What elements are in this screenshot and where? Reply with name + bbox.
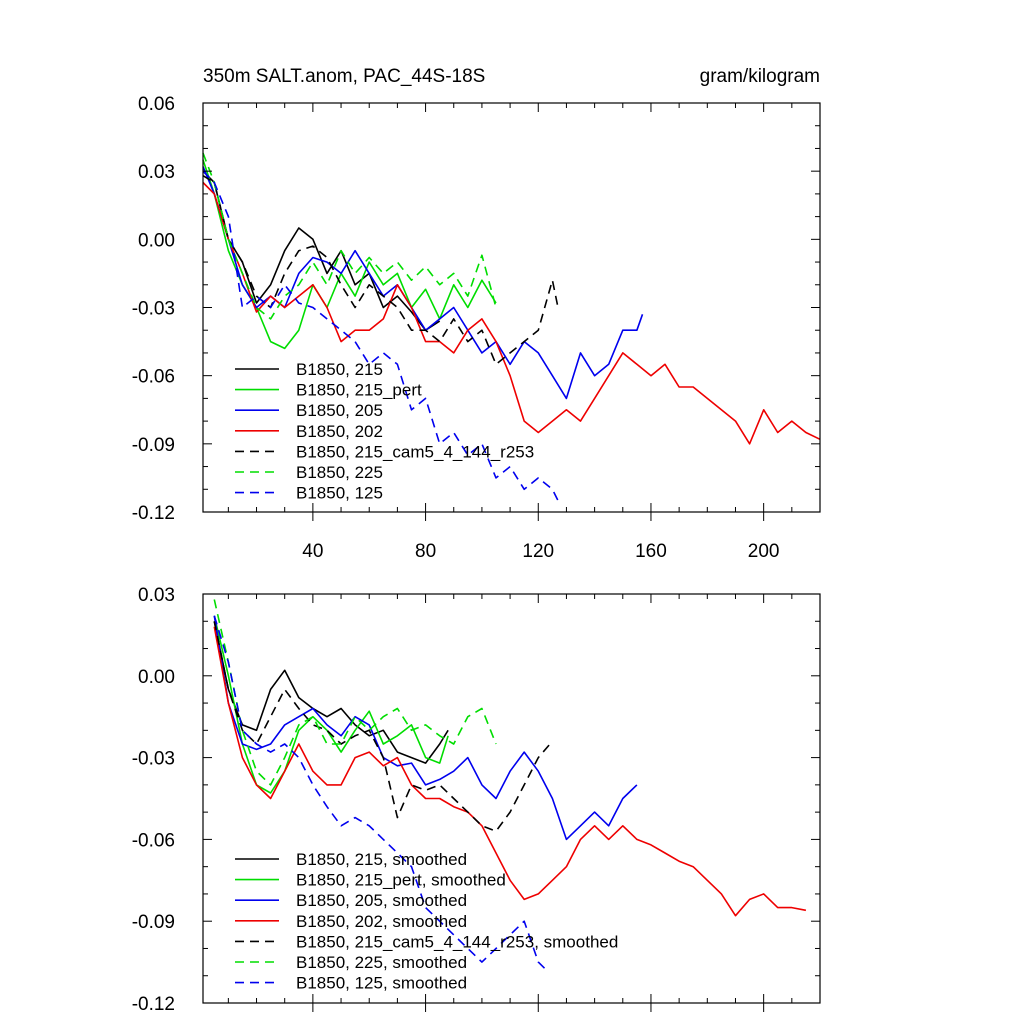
legend-label: B1850, 202, smoothed bbox=[296, 912, 467, 931]
top-chart: 350m SALT.anom, PAC_44S-18S gram/kilogra… bbox=[132, 66, 821, 562]
top-chart-units: gram/kilogram bbox=[700, 66, 820, 87]
legend-label: B1850, 215_pert bbox=[296, 381, 422, 400]
legend-label: B1850, 215_cam5_4_144_r253, smoothed bbox=[296, 932, 618, 951]
series-line-3 bbox=[213, 626, 807, 917]
x-tick-label: 200 bbox=[748, 541, 780, 562]
series-line-6 bbox=[202, 170, 559, 501]
y-tick-label: 0.06 bbox=[138, 94, 175, 115]
legend-label: B1850, 215_pert, smoothed bbox=[296, 871, 506, 890]
legend-label: B1850, 215, smoothed bbox=[296, 850, 467, 869]
legend-label: B1850, 215_cam5_4_144_r253 bbox=[296, 442, 534, 461]
x-tick-label: 120 bbox=[522, 541, 554, 562]
y-tick-label: -0.09 bbox=[132, 435, 175, 456]
y-tick-label: -0.06 bbox=[132, 367, 175, 388]
y-tick-label: -0.12 bbox=[132, 994, 175, 1015]
series-line-5 bbox=[202, 152, 497, 320]
legend-label: B1850, 125 bbox=[296, 484, 383, 503]
legend-label: B1850, 202 bbox=[296, 422, 383, 441]
series-line-3 bbox=[202, 181, 821, 445]
y-tick-label: 0.03 bbox=[138, 585, 175, 606]
legend-label: B1850, 205 bbox=[296, 401, 383, 420]
x-tick-label: 40 bbox=[302, 541, 323, 562]
bottom-chart: 0.03 0.00 -0.03 -0.06 -0.09 -0.12 B1850, 215,… bbox=[132, 585, 821, 1015]
y-tick-label: -0.06 bbox=[132, 830, 175, 851]
legend-label: B1850, 225, smoothed bbox=[296, 953, 467, 972]
legend-label: B1850, 205, smoothed bbox=[296, 891, 467, 910]
top-chart-title: 350m SALT.anom, PAC_44S-18S bbox=[203, 66, 485, 87]
legend-label: B1850, 225 bbox=[296, 463, 383, 482]
y-tick-label: 0.00 bbox=[138, 230, 175, 251]
x-tick-label: 80 bbox=[415, 541, 436, 562]
series-line-2 bbox=[213, 615, 638, 841]
y-tick-label: 0.03 bbox=[138, 162, 175, 183]
series-line-6 bbox=[213, 615, 548, 971]
series-line-0 bbox=[213, 621, 449, 764]
series-line-1 bbox=[213, 615, 449, 794]
y-tick-label: -0.03 bbox=[132, 749, 175, 770]
y-tick-label: -0.09 bbox=[132, 912, 175, 933]
plot-frame bbox=[202, 593, 821, 1004]
x-tick-label: 160 bbox=[635, 541, 667, 562]
series-line-2 bbox=[202, 166, 644, 400]
legend-label: B1850, 215 bbox=[296, 360, 383, 379]
series-line-5 bbox=[213, 599, 497, 786]
series-line-4 bbox=[213, 621, 554, 833]
y-tick-label: 0.00 bbox=[138, 667, 175, 688]
y-tick-label: -0.12 bbox=[132, 503, 175, 524]
series-line-0 bbox=[202, 170, 441, 332]
legend-label: B1850, 125, smoothed bbox=[296, 974, 467, 993]
y-tick-label: -0.03 bbox=[132, 299, 175, 320]
